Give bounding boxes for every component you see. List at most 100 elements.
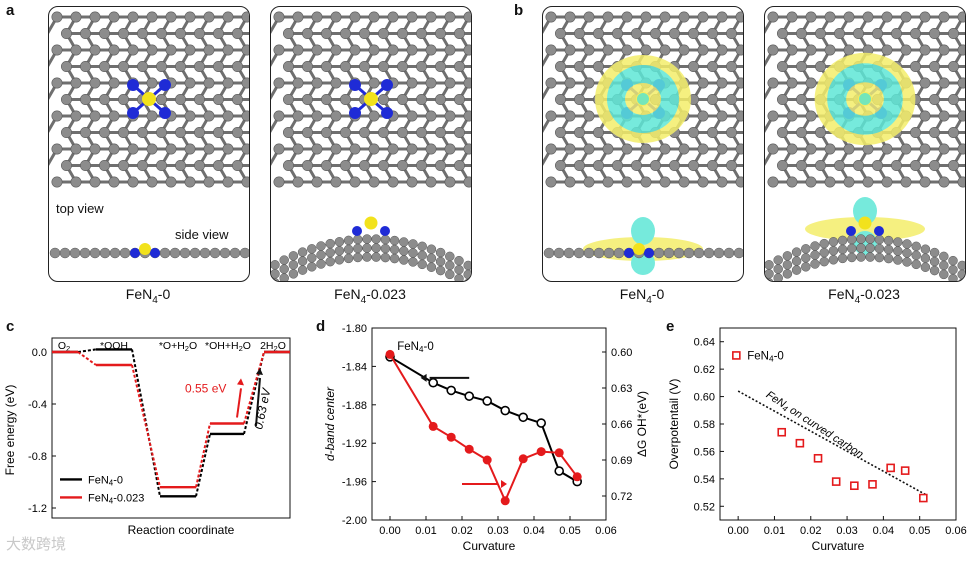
carbon-atom — [70, 44, 82, 56]
carbon-atom — [61, 60, 72, 72]
side-carbon-atom — [288, 260, 299, 270]
side-carbon-atom — [874, 234, 885, 245]
carbon-atom — [301, 127, 313, 139]
side-carbon-atom — [343, 244, 354, 255]
side-carbon-atom — [325, 238, 335, 249]
arrow-055 — [236, 388, 242, 418]
side-carbon-atom — [948, 264, 958, 275]
side-carbon-atom — [79, 247, 91, 259]
side-iron-atom — [633, 243, 645, 255]
x-tick-label: 0.01 — [764, 525, 785, 537]
y-tick-label: -2.00 — [342, 515, 367, 527]
carbon-atom — [938, 176, 950, 188]
side-nitrogen-atom — [352, 226, 362, 236]
carbon-atom — [425, 110, 437, 122]
carbon-atom — [716, 11, 728, 23]
carbon-atom — [602, 44, 614, 56]
carbon-atom — [416, 94, 428, 106]
carbon-atom — [891, 160, 903, 172]
carbon-atom — [184, 44, 196, 56]
side-carbon-atom — [399, 237, 409, 247]
carbon-atom — [340, 94, 352, 106]
side-carbon-atom — [782, 251, 793, 261]
carbon-atom — [697, 11, 709, 23]
side-carbon-atom — [929, 265, 940, 276]
carbon-atom — [232, 27, 244, 39]
side-carbon-atom — [307, 244, 317, 254]
carbon-atom — [194, 60, 206, 72]
data-point — [428, 421, 438, 431]
data-point — [868, 480, 877, 489]
carbon-atom — [583, 176, 595, 188]
y-tick-label: -1.2 — [28, 503, 47, 515]
graphene-lattice — [271, 11, 471, 188]
isosurface-cyan — [631, 217, 655, 245]
carbon-atom — [435, 27, 447, 39]
y-tick-label: 0.0 — [32, 347, 47, 359]
carbon-atom — [957, 143, 965, 155]
data-point — [385, 349, 395, 359]
side-carbon-atom — [773, 255, 783, 265]
carbon-atom — [349, 176, 361, 188]
data-point — [572, 472, 582, 482]
carbon-atom — [843, 143, 855, 155]
carbon-atom — [678, 176, 690, 188]
side-carbon-atom — [847, 252, 857, 263]
data-point — [831, 477, 841, 486]
side-carbon-atom — [209, 247, 221, 259]
carbon-atom — [194, 127, 206, 139]
side-carbon-atom — [288, 269, 299, 279]
carbon-atom — [929, 160, 941, 172]
carbon-atom — [349, 143, 361, 155]
carbon-atom — [938, 44, 950, 56]
carbon-atom — [716, 44, 728, 56]
carbon-atom — [910, 60, 922, 72]
carbon-atom — [640, 143, 652, 155]
carbon-atom — [805, 11, 817, 23]
side-carbon-atom — [279, 264, 289, 274]
caption-b-right: FeN4-0.023 — [828, 286, 900, 306]
side-carbon-atom — [380, 234, 391, 245]
carbon-atom — [583, 77, 595, 89]
carbon-atom — [194, 27, 206, 39]
carbon-atom — [127, 176, 139, 188]
carbon-atom — [862, 11, 874, 23]
side-carbon-atom — [810, 250, 820, 260]
side-carbon-atom — [334, 237, 345, 247]
side-carbon-atom — [663, 247, 675, 259]
side-carbon-atom — [316, 250, 326, 260]
carbon-atom — [444, 143, 456, 155]
carbon-atom — [51, 176, 63, 188]
carbon-atom — [910, 27, 922, 39]
carbon-atom — [900, 11, 912, 23]
carbon-atom — [203, 110, 215, 122]
side-carbon-atom — [939, 251, 949, 262]
carbon-atom — [862, 143, 874, 155]
carbon-atom — [283, 94, 294, 106]
side-carbon-atom — [765, 260, 774, 270]
data-point — [518, 412, 528, 423]
charge-isosurface — [805, 52, 925, 255]
d-band-chart: 0.00 0.01 0.02 0.03 0.04 0.05 0.06 -1.80 -1.84 -1… — [323, 323, 649, 553]
carbon-atom — [175, 160, 187, 172]
carbon-atom — [631, 160, 643, 172]
carbon-atom — [165, 176, 177, 188]
carbon-atom — [919, 110, 931, 122]
carbon-atom — [957, 44, 965, 56]
side-nitrogen-atom — [624, 248, 634, 258]
side-carbon-atom — [874, 252, 885, 263]
carbon-atom — [777, 160, 788, 172]
carbon-atom — [463, 11, 471, 23]
side-carbon-atom — [353, 252, 363, 263]
energy-connector — [131, 364, 161, 488]
carbon-atom — [387, 176, 399, 188]
carbon-atom — [340, 127, 352, 139]
side-carbon-atom — [920, 262, 931, 272]
carbon-atom — [726, 160, 738, 172]
carbon-atom — [555, 27, 566, 39]
side-carbon-atom — [445, 251, 455, 262]
carbon-atom — [583, 11, 595, 23]
carbon-atom — [726, 60, 738, 72]
y-tick-label: -0.4 — [28, 399, 47, 411]
carbon-atom — [127, 143, 139, 155]
